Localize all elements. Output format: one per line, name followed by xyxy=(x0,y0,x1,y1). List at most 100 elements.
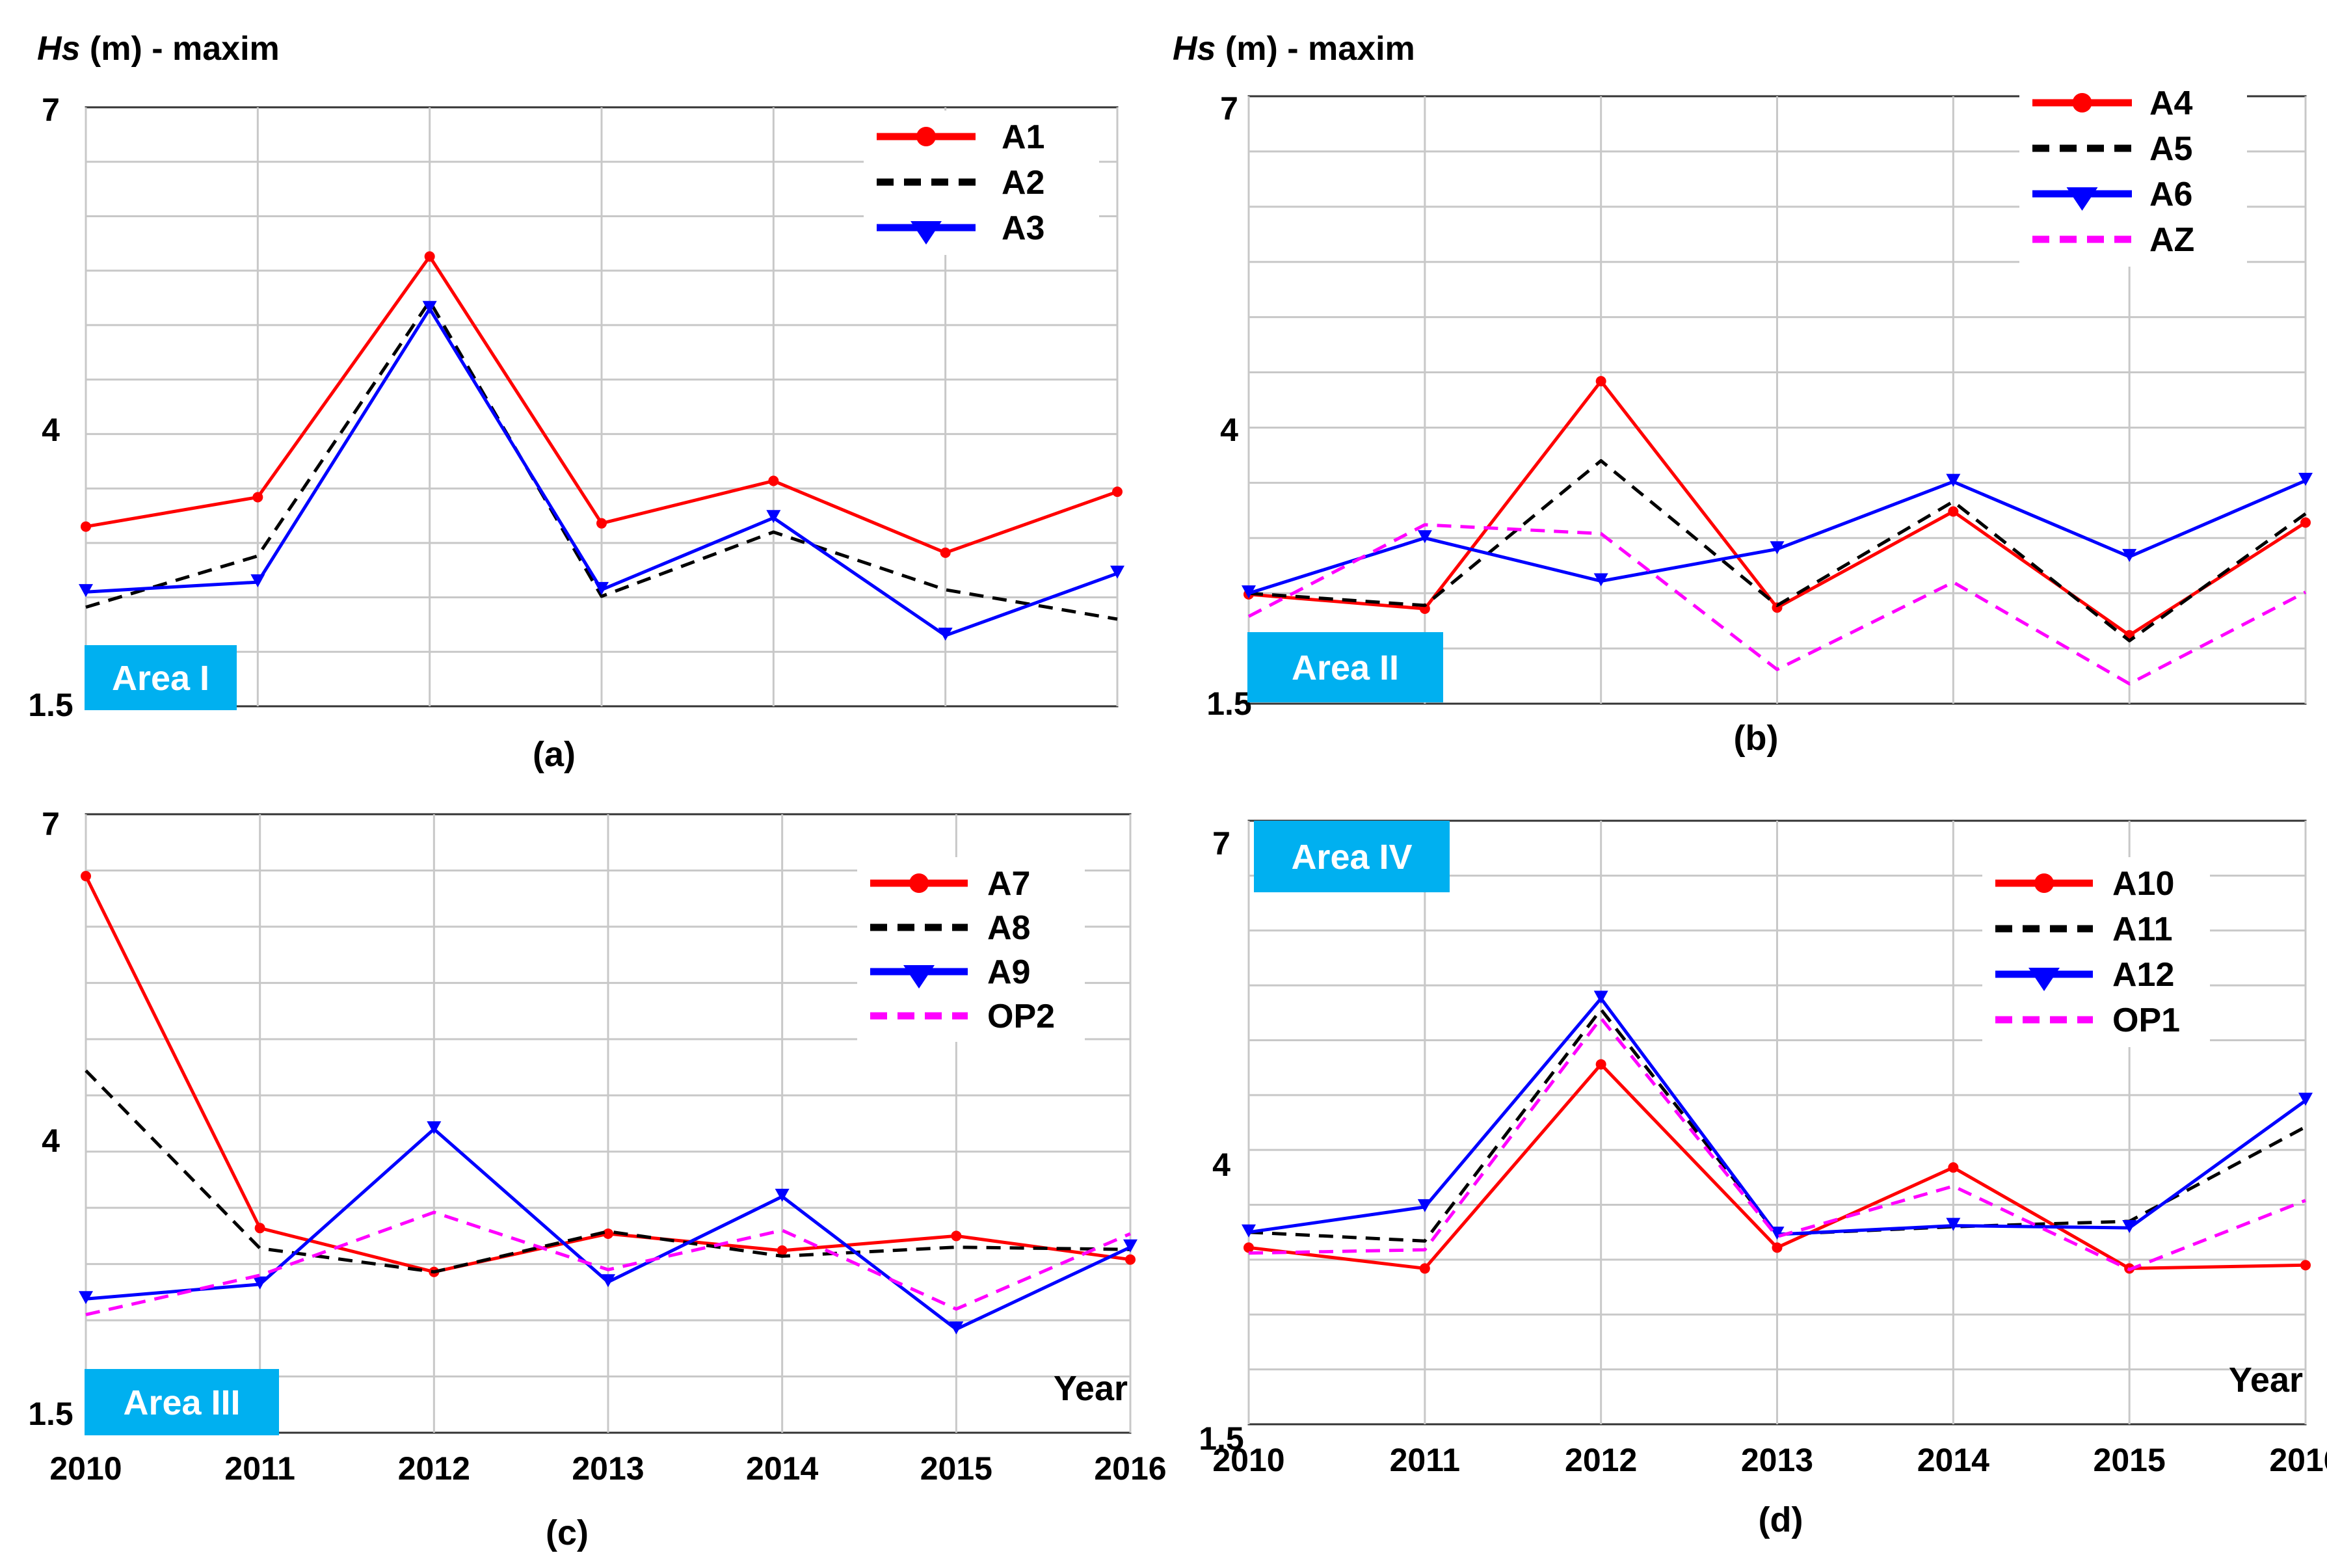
legend-background xyxy=(864,111,1099,255)
y-tick-label: 7 xyxy=(42,806,60,842)
data-point-A10-2014 xyxy=(1948,1162,1959,1173)
data-point-A9-2013 xyxy=(601,1274,615,1288)
series-line-A2 xyxy=(85,299,1118,621)
data-point-A12-2014 xyxy=(1946,1217,1961,1231)
y-tick-label: 7 xyxy=(1220,90,1238,127)
panel-label: (a) xyxy=(533,735,576,774)
data-point-A4-2016 xyxy=(2300,517,2311,528)
legend-label-A6: A6 xyxy=(2149,176,2192,213)
data-point-A7-2015 xyxy=(951,1230,962,1242)
data-point-A7-2010 xyxy=(81,871,91,882)
y-tick-label: 1.5 xyxy=(1199,1420,1244,1457)
data-point-A7-2011 xyxy=(254,1223,265,1234)
x-tick-label: 2016 xyxy=(2269,1442,2327,1478)
area-label: Area III xyxy=(123,1383,240,1422)
x-tick-label: 2013 xyxy=(572,1450,644,1487)
panel-label: (d) xyxy=(1759,1500,1803,1539)
data-point-A3-2011 xyxy=(250,574,265,588)
data-point-A6-2013 xyxy=(1770,541,1785,555)
x-tick-label: 2011 xyxy=(1390,1442,1460,1478)
data-point-A9-2015 xyxy=(949,1321,964,1335)
data-point-A9-2010 xyxy=(79,1291,93,1305)
data-point-A1-2015 xyxy=(940,547,951,558)
area-label-box xyxy=(85,1369,279,1435)
area-label-box xyxy=(85,645,237,710)
data-point-A10-2013 xyxy=(1772,1242,1783,1253)
data-point-A9-2016 xyxy=(1123,1239,1137,1253)
data-point-A12-2012 xyxy=(1593,990,1608,1004)
data-point-A7-2016 xyxy=(1125,1254,1136,1265)
series-line-OP2 xyxy=(85,1210,1131,1316)
x-tick-label: 2010 xyxy=(49,1450,122,1487)
legend-marker-A1 xyxy=(916,127,936,146)
y-axis-label: Hs (m) - maxim xyxy=(37,30,280,68)
data-point-A12-2013 xyxy=(1770,1227,1785,1240)
x-tick-label: 2015 xyxy=(2094,1442,2166,1478)
legend-label-A4: A4 xyxy=(2149,85,2193,122)
panel-label: (c) xyxy=(546,1513,589,1552)
panel-label: (b) xyxy=(1734,719,1779,758)
data-point-A1-2016 xyxy=(1112,486,1123,498)
data-point-A10-2012 xyxy=(1595,1059,1606,1070)
legend-label-A11: A11 xyxy=(2112,910,2173,948)
legend-label-AZ: AZ xyxy=(2149,221,2194,259)
legend-label-A2: A2 xyxy=(1002,164,1044,202)
legend-label-A7: A7 xyxy=(987,865,1030,903)
x-axis-label: Year xyxy=(1054,1369,1128,1408)
data-point-A12-2010 xyxy=(1242,1224,1256,1238)
data-point-A1-2010 xyxy=(81,521,91,532)
y-tick-label: 7 xyxy=(42,92,60,128)
y-tick-label: 1.5 xyxy=(1206,685,1252,722)
legend-label-A10: A10 xyxy=(2112,865,2174,903)
y-axis-label: Hs (m) - maxim xyxy=(1173,30,1415,68)
data-point-A3-2012 xyxy=(422,300,437,314)
x-tick-label: 2013 xyxy=(1741,1442,1813,1478)
data-point-A6-2014 xyxy=(1946,473,1961,487)
x-tick-label: 2014 xyxy=(1917,1442,1989,1478)
legend-background xyxy=(2019,77,2247,267)
legend-marker-A7 xyxy=(909,873,929,893)
legend-label-A5: A5 xyxy=(2149,130,2192,168)
x-tick-label: 2011 xyxy=(224,1450,295,1487)
legend-marker-A4 xyxy=(2072,93,2092,113)
legend-label-OP2: OP2 xyxy=(987,998,1055,1035)
y-tick-label: 1.5 xyxy=(28,687,73,723)
series-line-A5 xyxy=(1248,458,2307,643)
data-point-A9-2014 xyxy=(775,1188,790,1202)
chart-panel-2: 7 4 1.5 Hs (m) - maxim A4 A5 A6 AZ Area II (b) xyxy=(1173,30,2313,758)
data-point-A10-2016 xyxy=(2300,1260,2311,1271)
x-tick-label: 2010 xyxy=(1212,1442,1284,1478)
data-point-A1-2014 xyxy=(768,475,779,486)
y-tick-label: 7 xyxy=(1212,825,1230,862)
data-point-A10-2010 xyxy=(1243,1242,1254,1253)
data-point-A12-2011 xyxy=(1417,1199,1432,1212)
data-point-A9-2011 xyxy=(252,1276,267,1290)
series-line-OP1 xyxy=(1248,1017,2306,1271)
data-point-A7-2013 xyxy=(603,1228,613,1239)
area-label-box xyxy=(1254,821,1450,892)
y-tick-label: 1.5 xyxy=(28,1396,73,1432)
area-label: Area II xyxy=(1292,648,1399,687)
data-point-A6-2011 xyxy=(1417,530,1432,544)
y-tick-label: 4 xyxy=(42,412,60,448)
data-point-A3-2010 xyxy=(79,584,93,598)
legend-background xyxy=(857,857,1085,1042)
y-tick-label: 4 xyxy=(42,1123,60,1159)
y-tick-label: 4 xyxy=(1212,1147,1230,1183)
x-tick-label: 2014 xyxy=(746,1450,818,1487)
data-point-A3-2014 xyxy=(766,510,781,524)
data-point-A6-2012 xyxy=(1593,573,1608,587)
data-point-A3-2015 xyxy=(938,628,953,641)
data-point-A6-2016 xyxy=(2298,472,2313,486)
legend-background xyxy=(1982,857,2210,1047)
x-tick-label: 2015 xyxy=(920,1450,992,1487)
data-point-A7-2014 xyxy=(777,1245,788,1256)
data-point-A9-2012 xyxy=(427,1121,442,1135)
data-point-A1-2012 xyxy=(424,251,435,262)
area-label: Area IV xyxy=(1291,838,1412,877)
x-tick-label: 2016 xyxy=(1094,1450,1166,1487)
legend-label-A8: A8 xyxy=(987,909,1030,947)
data-point-A3-2013 xyxy=(594,581,609,595)
